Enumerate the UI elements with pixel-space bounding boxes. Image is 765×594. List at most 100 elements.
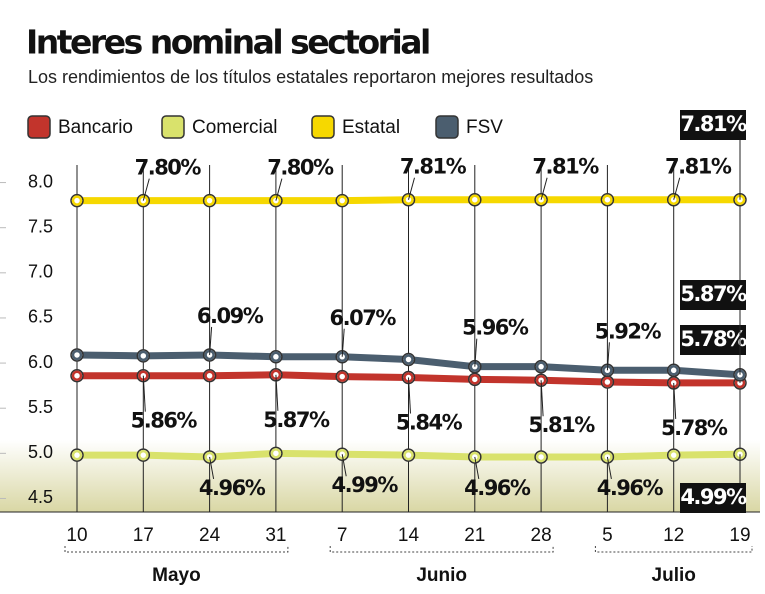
x-tick-label: 17 <box>133 525 154 546</box>
marker-ring <box>469 194 481 205</box>
y-tick-label: 6.0 <box>28 352 53 372</box>
legend-swatch <box>311 115 335 139</box>
marker-ring <box>403 194 414 205</box>
group-bracket <box>64 546 289 553</box>
marker-ring <box>336 371 348 382</box>
x-tick-label: 24 <box>199 525 221 546</box>
marker-ring <box>336 448 348 460</box>
group-label: Mayo <box>152 565 201 586</box>
label-box <box>680 110 746 140</box>
data-label: 6.07% <box>330 306 397 330</box>
leader-line <box>275 374 279 411</box>
marker-ring <box>469 374 481 385</box>
marker-ring <box>336 195 348 206</box>
leader-line <box>606 456 612 480</box>
data-label: 7.81% <box>680 112 747 136</box>
data-label: 5.78% <box>661 416 728 440</box>
group-label: Julio <box>652 565 696 586</box>
y-tick-label: 4.5 <box>28 487 53 507</box>
group-label: Junio <box>416 565 467 586</box>
label-box <box>680 280 746 310</box>
marker-ring <box>668 365 679 376</box>
data-label: 4.96% <box>464 476 531 500</box>
leader-line <box>606 342 610 371</box>
marker-ring <box>535 361 547 372</box>
leader-line <box>275 178 283 201</box>
x-tick-label: 14 <box>398 525 420 546</box>
leader-line <box>209 326 213 355</box>
x-tick-label: 28 <box>531 525 552 546</box>
leader-line <box>673 382 677 419</box>
legend-label: Bancario <box>58 117 133 138</box>
marker-ring <box>204 451 215 463</box>
data-label: 7.81% <box>532 155 599 179</box>
marker-ring <box>403 449 414 461</box>
chart-subtitle: Los rendimientos de los títulos estatale… <box>28 67 593 87</box>
marker-ring <box>270 448 282 459</box>
y-tick-label: 7.0 <box>28 262 53 282</box>
leader-line <box>540 380 544 417</box>
marker-ring <box>270 351 282 363</box>
y-tick-label: 5.5 <box>28 397 53 417</box>
leader-line <box>474 456 480 480</box>
leader-line <box>408 177 415 200</box>
data-label: 4.99% <box>680 485 747 509</box>
label-box <box>680 483 746 513</box>
group-bracket <box>594 546 753 553</box>
data-label: 4.96% <box>199 476 266 500</box>
marker-ring <box>71 449 83 461</box>
marker-ring <box>138 195 149 206</box>
y-tick-label: 8.0 <box>28 171 53 191</box>
data-label: 5.96% <box>462 316 529 340</box>
x-tick-label: 19 <box>729 525 750 546</box>
leader-line <box>341 454 347 477</box>
data-label: 7.80% <box>135 156 202 180</box>
x-tick-label: 31 <box>265 525 286 546</box>
data-label: 6.09% <box>197 304 264 328</box>
data-label: 5.84% <box>396 411 463 435</box>
leader-line <box>474 338 478 367</box>
legend-label: FSV <box>466 117 503 138</box>
data-label: 7.81% <box>400 155 467 179</box>
marker-ring <box>71 195 83 206</box>
legend-swatch <box>161 115 185 139</box>
legend-label: Comercial <box>192 117 278 138</box>
marker-ring <box>602 376 613 388</box>
marker-ring <box>270 195 282 206</box>
x-tick-label: 12 <box>663 525 684 546</box>
data-label: 4.96% <box>597 476 664 500</box>
label-box <box>680 325 746 355</box>
data-label: 4.99% <box>332 473 399 497</box>
x-tick-label: 7 <box>337 525 348 546</box>
data-label: 5.86% <box>131 409 198 433</box>
data-label: 7.80% <box>267 156 334 180</box>
data-label: 5.87% <box>263 408 330 432</box>
legend-label: Estatal <box>342 117 400 138</box>
leader-line <box>341 328 345 357</box>
y-tick-label: 7.5 <box>28 216 53 236</box>
marker-ring <box>204 370 215 381</box>
group-bracket <box>329 546 554 553</box>
x-tick-label: 10 <box>66 525 87 546</box>
chart-title: Interes nominal sectorial <box>26 23 429 62</box>
marker-ring <box>469 451 481 463</box>
leader-line <box>142 375 146 412</box>
marker-ring <box>71 349 83 361</box>
x-tick-label: 21 <box>464 525 485 546</box>
leader-line <box>142 178 150 201</box>
data-label: 5.78% <box>680 327 747 351</box>
marker-ring <box>204 195 215 206</box>
y-tick-label: 6.5 <box>28 307 53 327</box>
marker-ring <box>668 194 679 205</box>
marker-ring <box>71 370 83 381</box>
marker-ring <box>403 354 414 365</box>
data-label: 5.87% <box>680 282 747 306</box>
data-label: 5.81% <box>528 413 595 437</box>
leader-line <box>540 177 548 200</box>
data-label: 5.92% <box>595 319 662 343</box>
data-label: 7.81% <box>665 155 732 179</box>
leader-line <box>673 177 681 200</box>
marker-ring <box>602 451 613 463</box>
y-tick-label: 5.0 <box>28 442 53 462</box>
